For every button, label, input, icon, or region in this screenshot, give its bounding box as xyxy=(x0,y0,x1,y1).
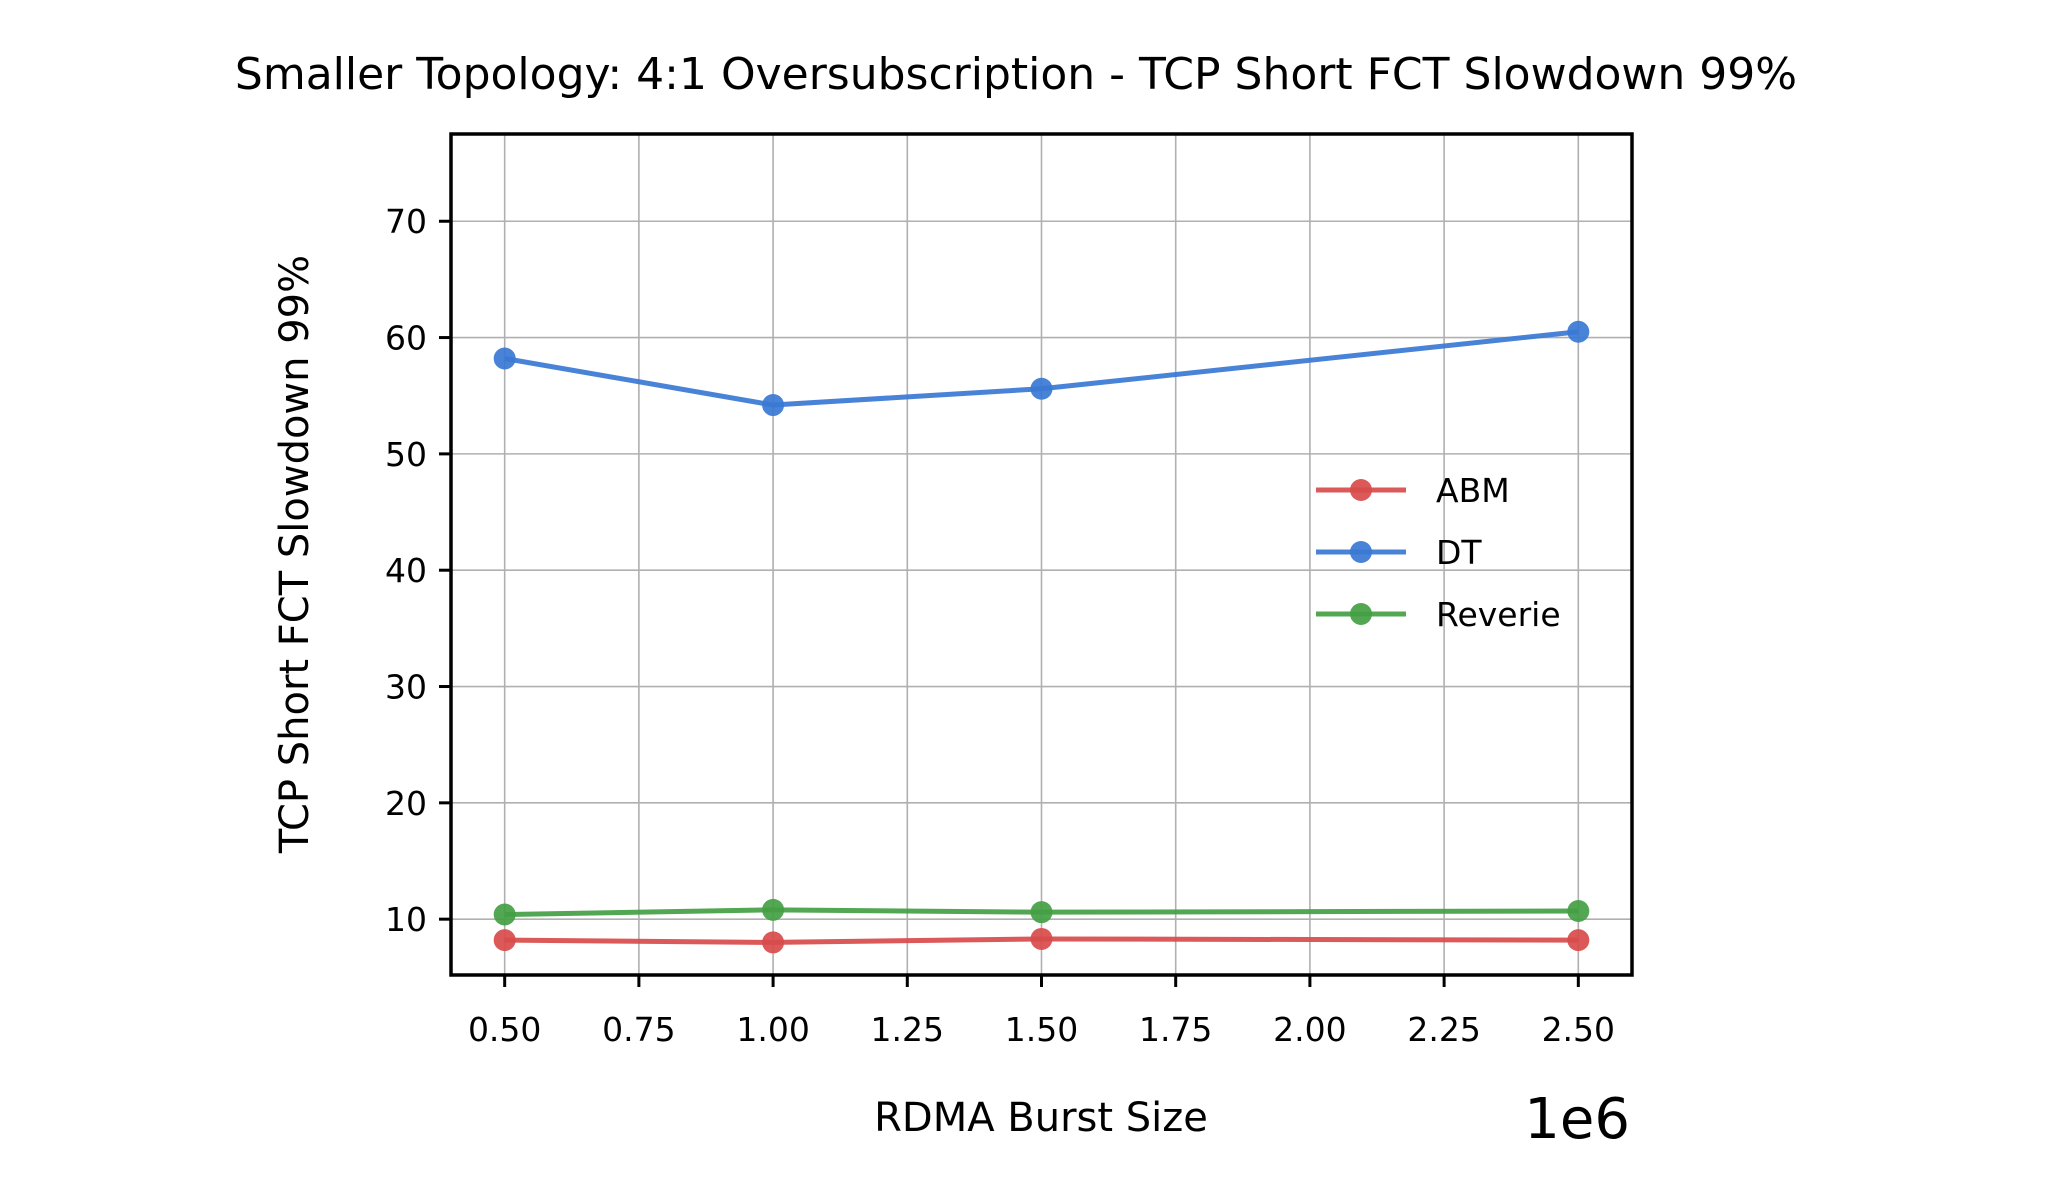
x-axis-offset-label: 1e6 xyxy=(1524,1087,1630,1152)
x-tick-label: 2.00 xyxy=(1273,1010,1346,1049)
legend-label: Reverie xyxy=(1436,595,1561,634)
x-tick-label: 2.50 xyxy=(1542,1010,1615,1049)
legend-swatch-marker xyxy=(1350,541,1372,563)
x-tick-label: 2.25 xyxy=(1407,1010,1480,1049)
dt-data-point xyxy=(762,394,785,417)
y-tick-label: 50 xyxy=(385,435,427,474)
y-tick-label: 70 xyxy=(385,202,427,241)
reverie-data-point xyxy=(1030,901,1053,924)
reverie-data-point xyxy=(1567,900,1590,923)
dt-data-point xyxy=(1567,320,1590,343)
y-tick-label: 40 xyxy=(385,551,427,590)
legend-item-dt: DT xyxy=(1316,533,1482,572)
reverie-data-point xyxy=(762,898,785,921)
chart-title: Smaller Topology: 4:1 Oversubscription -… xyxy=(235,49,1797,100)
y-tick-label: 10 xyxy=(385,900,427,939)
abm-data-point xyxy=(1030,927,1053,950)
series-lines xyxy=(493,320,1590,954)
x-tick-label: 1.00 xyxy=(736,1010,809,1049)
abm-series-line xyxy=(504,936,1579,945)
x-tick-label: 0.50 xyxy=(468,1010,541,1049)
dt-data-point xyxy=(1030,377,1053,400)
abm-data-point xyxy=(762,931,785,954)
x-axis-ticks: 0.50 0.75 1.00 1.25 1.50 1.75 2.00 2.25 2.50 xyxy=(468,975,1615,1049)
reverie-series-line xyxy=(504,907,1579,918)
legend-swatch-marker xyxy=(1350,479,1372,501)
y-axis-ticks: 10 20 30 40 50 60 70 xyxy=(385,202,451,939)
y-tick-label: 20 xyxy=(385,784,427,823)
y-axis-label: TCP Short FCT Slowdown 99% xyxy=(272,255,318,854)
x-tick-label: 1.75 xyxy=(1139,1010,1212,1049)
y-tick-label: 60 xyxy=(385,319,427,358)
legend-swatch-marker xyxy=(1350,603,1372,625)
grid-lines xyxy=(451,134,1632,975)
abm-data-point xyxy=(1567,929,1590,952)
x-axis-label: RDMA Burst Size xyxy=(874,1095,1208,1141)
dt-series-line xyxy=(504,329,1579,408)
y-tick-label: 30 xyxy=(385,668,427,707)
legend-item-abm: ABM xyxy=(1316,471,1510,510)
legend-label: DT xyxy=(1436,533,1482,572)
reverie-data-point xyxy=(493,903,516,926)
legend-label: ABM xyxy=(1436,471,1510,510)
abm-data-point xyxy=(493,929,516,952)
dt-data-point xyxy=(493,347,516,370)
x-tick-label: 1.25 xyxy=(871,1010,944,1049)
legend: ABM DT Reverie xyxy=(1316,471,1561,634)
x-tick-label: 0.75 xyxy=(602,1010,675,1049)
legend-item-reverie: Reverie xyxy=(1316,595,1561,634)
x-tick-label: 1.50 xyxy=(1005,1010,1078,1049)
